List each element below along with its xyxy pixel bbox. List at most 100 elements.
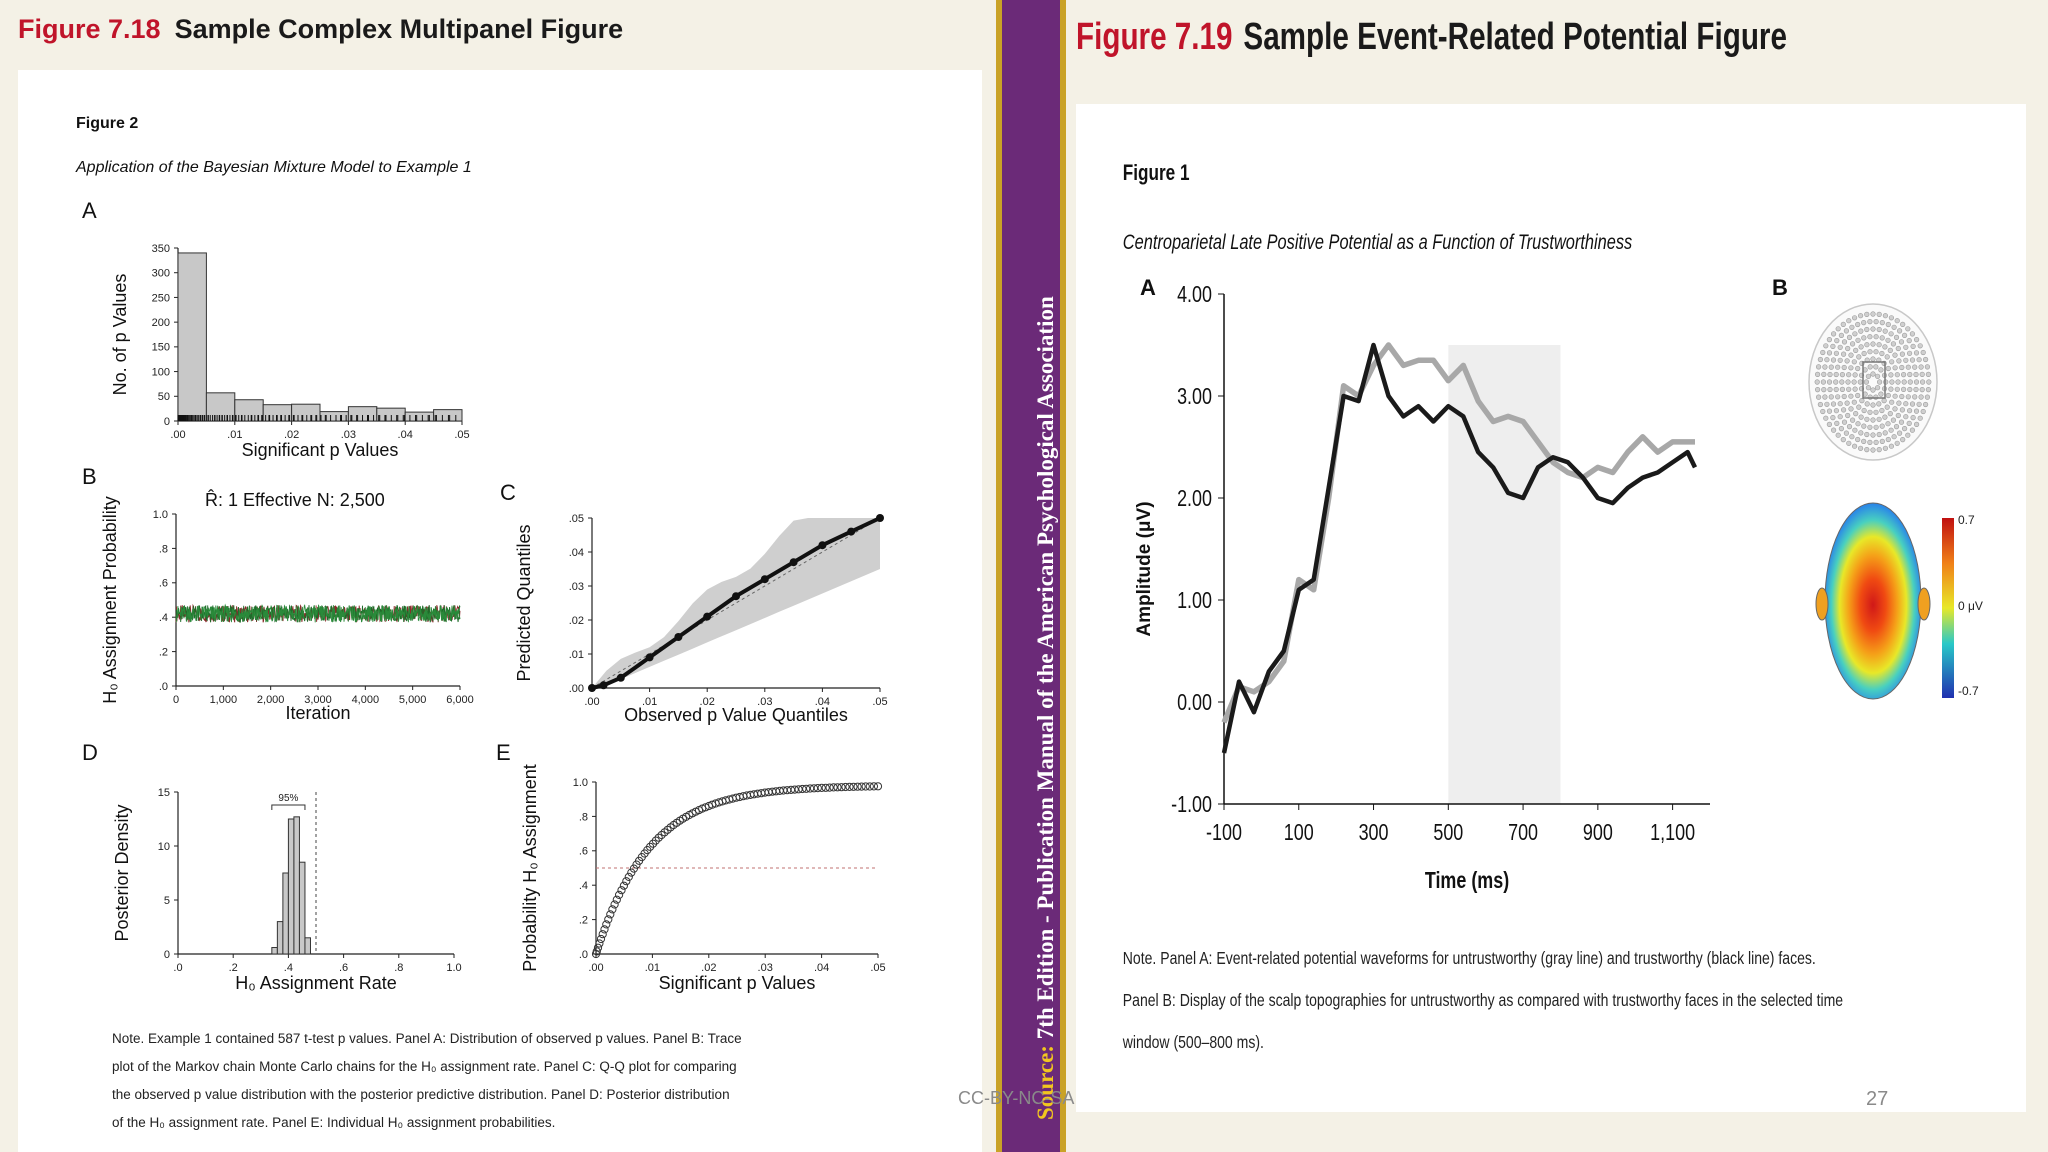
sensor-dot xyxy=(1924,394,1931,400)
x-tick-label-C: .00 xyxy=(584,696,599,708)
sensor-dot xyxy=(1876,431,1882,438)
sensor-dot xyxy=(1903,344,1909,350)
sensor-dot xyxy=(1884,404,1890,410)
x-tick-label-C: .05 xyxy=(872,696,887,708)
x-tick-label-B: 3,000 xyxy=(304,694,332,706)
point-E xyxy=(857,782,866,791)
sensor-dot xyxy=(1896,430,1903,436)
y-tick-label-A: 350 xyxy=(152,243,170,255)
colorbar-max-label: 0.7 xyxy=(1958,513,1975,527)
sensor-dot xyxy=(1919,371,1925,378)
sensor-dot xyxy=(1830,427,1837,433)
sensor-dot xyxy=(1892,365,1898,371)
sensor-dot xyxy=(1867,334,1873,340)
sensor-dot xyxy=(1903,414,1909,420)
panel-letter-ERP-A: A xyxy=(1140,275,1156,300)
sensor-dot xyxy=(1814,387,1821,393)
sensor-dot xyxy=(1912,394,1918,400)
sensor-dot xyxy=(1913,350,1920,356)
point-E xyxy=(813,784,822,793)
sensor-dot xyxy=(1895,379,1901,385)
sensor-dot xyxy=(1858,328,1864,334)
sensor-dot xyxy=(1888,386,1894,392)
sensor-dot xyxy=(1882,344,1888,350)
sensor-dot xyxy=(1870,311,1876,317)
sensor-dot xyxy=(1855,321,1861,328)
point-E xyxy=(869,782,879,791)
panel-letter-E: E xyxy=(496,740,511,765)
sensor-dot xyxy=(1913,421,1920,428)
sensor-dot xyxy=(1894,440,1900,446)
sensor-dot xyxy=(1882,430,1888,436)
sensor-dot xyxy=(1891,434,1897,440)
right-figure-label: Figure 7.19 xyxy=(1076,16,1233,58)
sensor-dot xyxy=(1841,364,1847,371)
sensor-dot xyxy=(1828,364,1834,370)
sensor-dot xyxy=(1863,379,1870,385)
sensor-dot xyxy=(1909,357,1916,363)
sensor-dot xyxy=(1913,371,1919,378)
point-E xyxy=(657,830,666,840)
sensor-dot xyxy=(1910,343,1916,349)
sensor-dot xyxy=(1889,359,1895,365)
sensor-dot xyxy=(1896,358,1902,364)
sensor-dot xyxy=(1864,401,1870,407)
sensor-dot xyxy=(1907,379,1913,385)
left-figure-label: Figure 7.18 xyxy=(18,14,161,44)
y-tick-label-A: 250 xyxy=(152,292,170,304)
sensor-dot xyxy=(1840,407,1847,413)
point-E xyxy=(608,905,617,914)
y-tick-label-B: .0 xyxy=(159,681,168,693)
point-E xyxy=(845,782,854,792)
sensor-dot xyxy=(1827,371,1833,378)
sensor-dot xyxy=(1888,331,1894,337)
sensor-dot xyxy=(1905,394,1911,400)
sensor-dot xyxy=(1852,386,1858,392)
x-tick-label-D: .8 xyxy=(394,962,403,974)
sensor-dot xyxy=(1826,421,1833,428)
bar-D xyxy=(271,947,278,955)
sensor-dot xyxy=(1879,407,1885,414)
sensor-dot xyxy=(1851,315,1858,321)
ci-bracket-D xyxy=(271,804,306,810)
sensor-dot xyxy=(1867,409,1873,415)
x-axis-label-D: H₀ Assignment Rate xyxy=(235,973,397,993)
x-tick-label-B: 4,000 xyxy=(352,694,380,706)
sensor-dot xyxy=(1874,385,1881,391)
sensor-dot xyxy=(1845,345,1851,352)
left-note-line-4: of the H₀ assignment rate. Panel E: Indi… xyxy=(112,1115,555,1130)
sensor-dot xyxy=(1888,315,1895,321)
sensor-dot xyxy=(1878,367,1884,373)
sensor-dot xyxy=(1858,344,1864,350)
sensor-dot xyxy=(1855,337,1861,343)
sensor-dot xyxy=(1849,434,1855,440)
x-tick-label-ERP: 700 xyxy=(1508,820,1538,846)
y-tick-label-E: .8 xyxy=(579,811,588,823)
point-E xyxy=(837,783,846,792)
point-E xyxy=(612,895,621,904)
sensor-dot xyxy=(1861,423,1867,429)
sensor-dot xyxy=(1840,321,1846,327)
sensor-dot xyxy=(1879,350,1885,357)
point-E xyxy=(817,783,826,793)
scalp-topography-image xyxy=(1815,502,1931,700)
x-tick-label-C: .04 xyxy=(815,696,830,708)
sensor-dot xyxy=(1828,394,1834,400)
identity-line-C xyxy=(591,517,881,689)
sensor-dot xyxy=(1874,373,1881,379)
x-tick-label-E: .03 xyxy=(758,962,773,974)
sensor-dot xyxy=(1835,326,1841,332)
sensor-dot xyxy=(1885,321,1891,328)
sensor-dot xyxy=(1887,411,1893,417)
sensor-dot xyxy=(1876,447,1882,453)
x-tick-label-C: .02 xyxy=(700,696,715,708)
point-E xyxy=(873,782,883,791)
sensor-dot xyxy=(1917,343,1923,349)
point-E xyxy=(624,872,633,882)
y-tick-label-C: .05 xyxy=(569,513,584,525)
sensor-dot xyxy=(1856,354,1862,360)
right-figure-svg: Figure 1 Centroparietal Late Positive Po… xyxy=(1122,161,1983,1052)
page-number: 27 xyxy=(1866,1088,1889,1110)
chart-E: .00 .01 .02 .03 .04 .05 .0 .2 .4 .6 .8 1.0 Significa… xyxy=(520,764,886,993)
y-tick-label-B: 1.0 xyxy=(153,509,168,521)
